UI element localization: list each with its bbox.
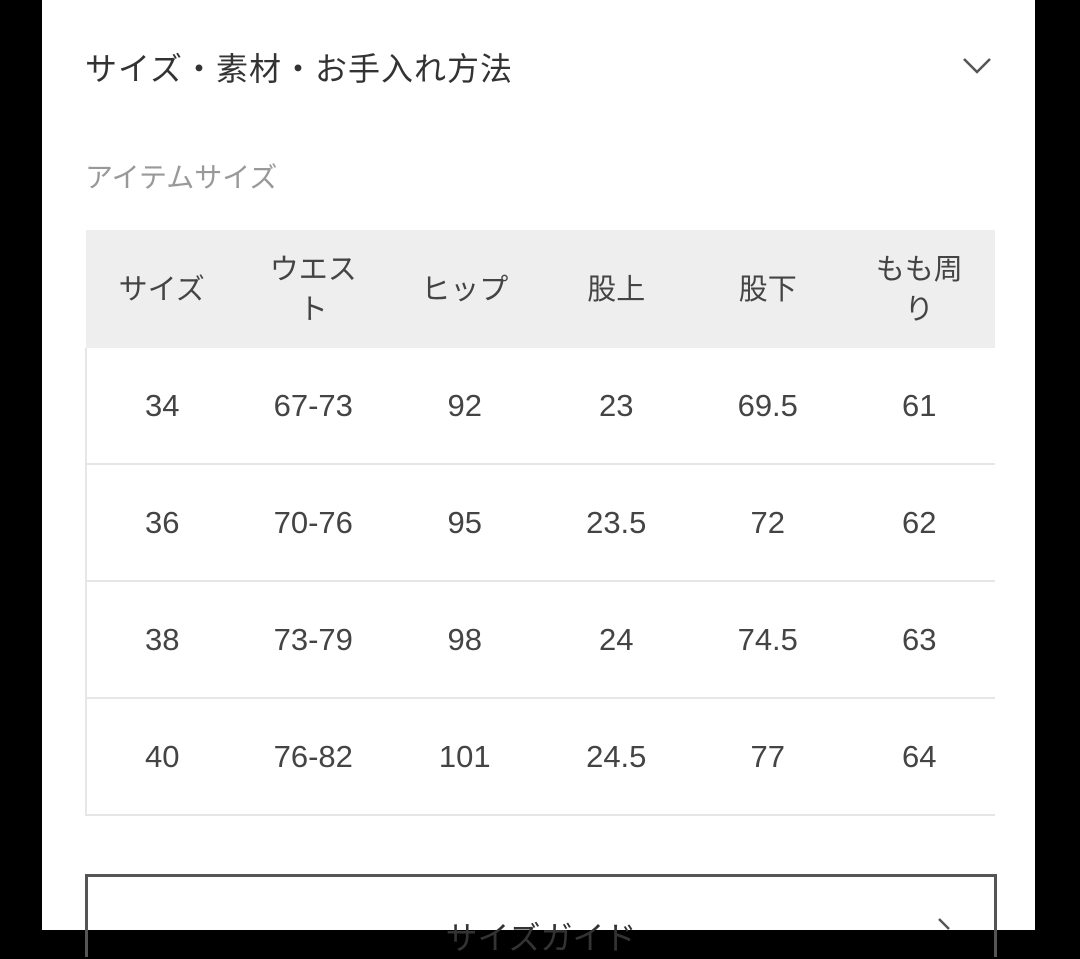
table-cell: 23.5	[540, 464, 692, 582]
section-title[interactable]: サイズ・素材・お手入れ方法	[85, 50, 514, 88]
column-header: もも周り	[843, 230, 995, 348]
table-row: 34 67-73 92 23 69.5 61	[85, 348, 995, 465]
table-cell: 92	[389, 348, 541, 465]
table-cell: 77	[692, 698, 844, 816]
table-row: 36 70-76 95 23.5 72 62	[85, 464, 995, 582]
column-header: サイズ	[86, 230, 238, 348]
table-cell: 24	[540, 581, 692, 699]
size-guide-label: サイズガイド	[445, 919, 637, 957]
table-cell: 63	[843, 581, 995, 699]
table-cell: 72	[692, 464, 844, 582]
table-cell: 40	[85, 698, 238, 816]
table-cell: 67-73	[237, 348, 389, 465]
table-cell: 74.5	[692, 581, 844, 699]
table-cell: 36	[85, 464, 238, 582]
table-row: 40 76-82 101 24.5 77 64	[85, 698, 995, 816]
table-cell: 62	[843, 464, 995, 582]
table-cell: 101	[389, 698, 541, 816]
column-header: ウエスト	[237, 230, 389, 348]
table-cell: 64	[843, 698, 995, 816]
table-cell: 23	[540, 348, 692, 465]
chevron-down-icon[interactable]	[962, 50, 992, 80]
table-row: 38 73-79 98 24 74.5 63	[85, 581, 995, 699]
table-cell: 73-79	[237, 581, 389, 699]
column-header: ヒップ	[389, 230, 541, 348]
table-cell: 70-76	[237, 464, 389, 582]
size-table: サイズ ウエスト ヒップ 股上 股下 もも周り 34 67-73 92 23 69.5 61 36 70…	[85, 230, 995, 816]
table-cell: 98	[389, 581, 541, 699]
item-size-label: アイテムサイズ	[85, 161, 278, 194]
column-header: 股下	[692, 230, 844, 348]
page: サイズ・素材・お手入れ方法 アイテムサイズ サイズ ウエスト ヒップ 股上 股下 もも周り…	[42, 0, 1035, 957]
size-guide-button[interactable]: サイズガイド	[85, 874, 997, 957]
table-cell: 38	[85, 581, 238, 699]
chevron-right-icon	[938, 918, 950, 930]
column-header: 股上	[540, 230, 692, 348]
table-cell: 69.5	[692, 348, 844, 465]
table-cell: 95	[389, 464, 541, 582]
table-cell: 34	[85, 348, 238, 465]
table-cell: 61	[843, 348, 995, 465]
table-cell: 76-82	[237, 698, 389, 816]
table-cell: 24.5	[540, 698, 692, 816]
